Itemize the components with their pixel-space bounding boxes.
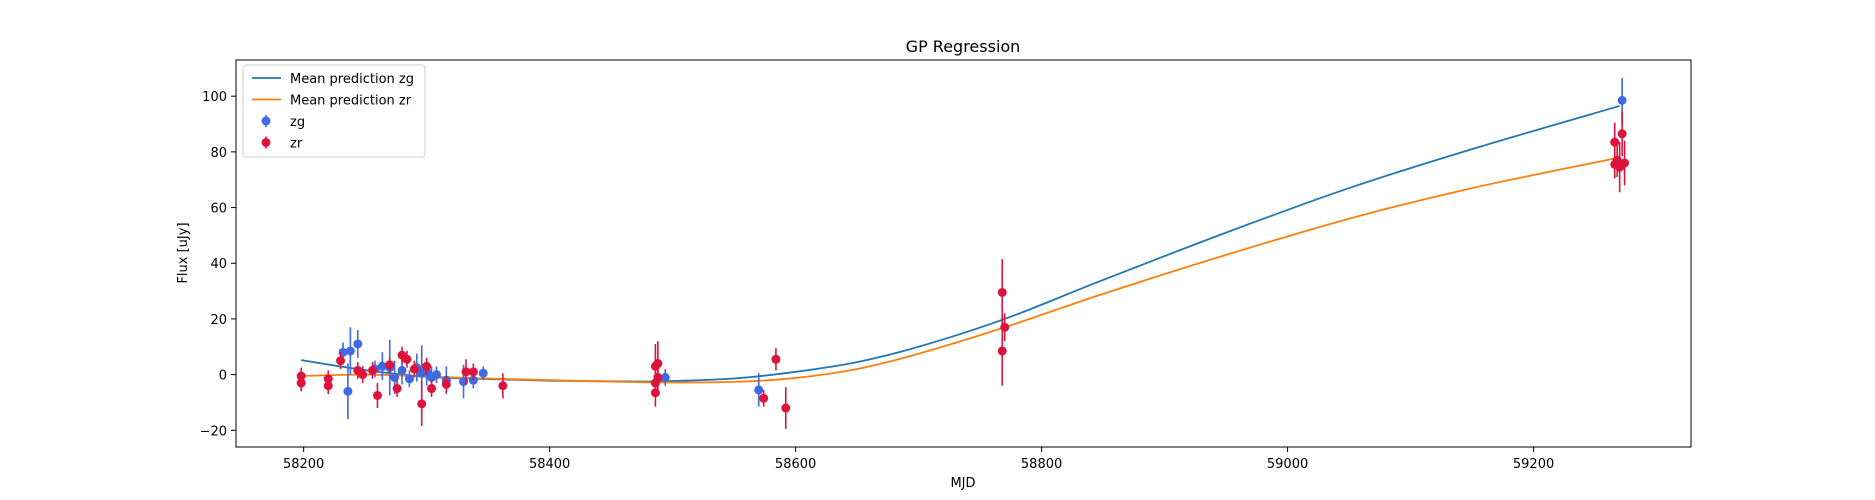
x-tick-label: 58400 [529,457,570,472]
y-tick-label: 0 [219,369,227,384]
legend-label: Mean prediction zr [290,94,412,109]
chart-title: GP Regression [906,37,1021,56]
y-tick-label: 40 [210,257,227,272]
x-tick-label: 58200 [283,457,324,472]
x-tick-label: 58800 [1021,457,1062,472]
x-axis-label: MJD [950,476,975,491]
data-point-zr [1620,159,1629,168]
data-point-zr [402,355,411,364]
data-point-zg [398,366,407,375]
y-tick-label: 100 [202,90,227,105]
y-axis-label: Flux [uJy] [176,222,191,283]
x-tick-label: 59000 [1267,457,1308,472]
legend-swatch-point [262,117,271,126]
data-point-zr [324,381,333,390]
data-point-zr [358,370,367,379]
data-point-zg [432,370,441,379]
data-point-zr [373,391,382,400]
data-point-zr [1000,323,1009,332]
data-point-zr [498,381,507,390]
data-point-zr [469,367,478,376]
x-tick-label: 59200 [1513,457,1554,472]
data-point-zg [754,385,763,394]
legend-label: zr [290,137,303,152]
legend-label: Mean prediction zg [290,72,414,87]
data-point-zg [1618,96,1627,105]
data-point-zr [771,355,780,364]
data-point-zg [479,369,488,378]
data-point-zr [422,362,431,371]
data-point-zr [442,380,451,389]
data-point-zg [346,346,355,355]
data-point-zr [427,384,436,393]
data-point-zr [759,394,768,403]
legend: Mean prediction zg Mean prediction zr zg zr [243,65,425,157]
data-point-zr [998,288,1007,297]
data-point-zg [343,387,352,396]
data-point-zr [368,366,377,375]
legend-swatch-point [262,138,271,147]
data-point-zr [410,365,419,374]
data-point-zr [393,384,402,393]
data-point-zr [998,346,1007,355]
y-tick-label: 60 [210,202,227,217]
y-tick-label: −20 [200,424,227,439]
data-point-zr [781,404,790,413]
data-point-zr [1618,129,1627,138]
data-point-zg [405,374,414,383]
data-point-zr [653,373,662,382]
data-point-zr [417,399,426,408]
y-tick-label: 80 [210,146,227,161]
data-point-zr [297,378,306,387]
legend-label: zg [290,115,305,130]
y-tick-label: 20 [210,313,227,328]
data-point-zr [336,356,345,365]
data-point-zr [385,360,394,369]
x-tick-label: 58600 [775,457,816,472]
data-point-zg [353,339,362,348]
